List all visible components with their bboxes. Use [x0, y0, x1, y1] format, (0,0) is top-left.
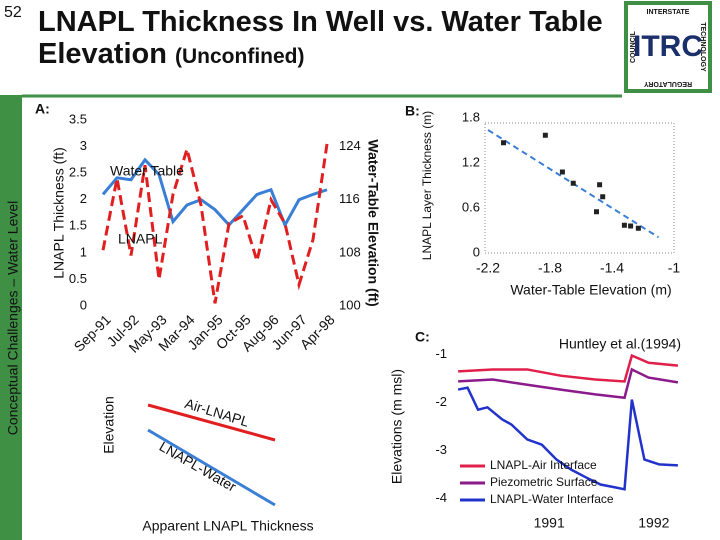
scatter-point [621, 222, 627, 228]
x-tick-label: -1 [668, 260, 681, 276]
y-tick-label: 0.5 [69, 271, 87, 286]
scatter-point [559, 169, 565, 175]
logo-left: COUNCIL [630, 30, 637, 63]
y2-tick-label: 124 [339, 138, 361, 153]
series-line [458, 353, 679, 383]
legend-label: Piezometric Surface [490, 475, 598, 489]
x-tick-label: Sep-91 [70, 311, 113, 354]
y-tick-label: -2 [435, 394, 447, 409]
diagram-line-label: LNAPL-Water [157, 438, 240, 495]
y-tick-label: 0.6 [462, 199, 480, 214]
diagram-x-label: Apparent LNAPL Thickness [142, 518, 313, 534]
scatter-point [600, 194, 606, 200]
diagram-line [147, 403, 276, 442]
legend-label: LNAPL-Water Interface [490, 492, 614, 506]
x-tick-label: -1.4 [600, 260, 624, 276]
x-tick-label: -2.2 [476, 260, 500, 276]
annotation: Huntley et al.(1994) [559, 336, 681, 352]
scatter-point [501, 140, 506, 146]
y-tick-label: 0 [80, 297, 87, 312]
series-line [457, 386, 678, 491]
x-axis-label: Water-Table Elevation (m) [510, 282, 671, 298]
panel-label: A: [35, 101, 50, 117]
sidebar-text: Conceptual Challenges – Water Level [5, 201, 21, 436]
y-tick-label: 0 [473, 244, 480, 259]
diagram-line [147, 428, 276, 507]
title-text: LNAPL Thickness In Well vs. Water Table … [38, 6, 603, 70]
y-tick-label: 1.2 [462, 154, 480, 169]
y2-tick-label: 116 [339, 191, 360, 206]
y2-tick-label: 108 [339, 244, 361, 259]
title-suffix: (Unconfined) [175, 45, 305, 68]
scatter-point [542, 132, 548, 138]
y-tick-label: -3 [435, 442, 447, 457]
scatter-point [570, 180, 576, 186]
y-axis-label: LNAPL Thickness (ft) [51, 147, 67, 279]
scatter-point [628, 223, 634, 229]
slide-number: 52 [4, 4, 22, 21]
legend-label: LNAPL-Air Interface [490, 458, 597, 472]
scatter-point [635, 225, 641, 231]
scatter-point [594, 209, 599, 215]
sidebar-band [0, 95, 22, 540]
series-line [101, 157, 328, 229]
logo-top: INTERSTATE [647, 9, 690, 16]
series-line [101, 143, 329, 304]
y2-axis-label: Water-Table Elevation (ft) [365, 139, 381, 306]
x-tick-label: -1.8 [538, 260, 562, 276]
logo-right: TECHNOLOGY [699, 22, 706, 72]
scatter-point [597, 182, 603, 188]
y-tick-label: 2 [80, 191, 87, 206]
y-tick-label: 3 [80, 138, 87, 153]
panel-label: B: [405, 103, 420, 119]
plot-frame [484, 122, 675, 254]
logo-name: ITRC [633, 30, 703, 63]
y-tick-label: -4 [435, 490, 447, 505]
panel-label: C: [415, 329, 430, 345]
y-tick-label: 2.5 [69, 165, 87, 180]
y-tick-label: 1.5 [69, 218, 87, 233]
logo-bottom: REGULATORY [644, 80, 692, 87]
y-tick-label: 1.8 [462, 109, 480, 124]
y-axis-label: LNAPL Layer Thickness (m) [420, 111, 434, 260]
slide-title: LNAPL Thickness In Well vs. Water Table … [38, 6, 618, 73]
y-axis-label: Elevations (m msl) [389, 369, 405, 484]
y-tick-label: 1 [80, 244, 87, 259]
y-tick-label: -1 [435, 346, 447, 361]
x-tick-label: 1992 [638, 515, 669, 531]
series-line [458, 367, 679, 400]
series-label: LNAPL [118, 231, 163, 247]
diagram-y-label: Elevation [101, 396, 117, 454]
y-tick-label: 3.5 [69, 111, 87, 126]
x-tick-label: 1991 [534, 515, 565, 531]
logo-frame [624, 1, 712, 93]
series-label: Water Table [110, 163, 184, 179]
y2-tick-label: 100 [339, 297, 361, 312]
